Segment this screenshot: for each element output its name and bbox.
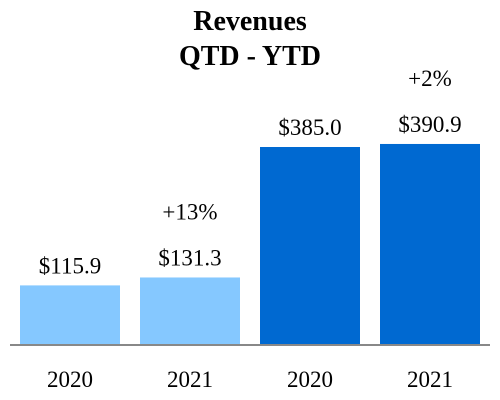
bars-group xyxy=(20,143,480,345)
data-label-4: $390.9 xyxy=(398,112,461,137)
x-tick-label-4: 2021 xyxy=(407,367,453,392)
data-label-3: $385.0 xyxy=(278,115,341,140)
x-tick-label-2: 2021 xyxy=(167,367,213,392)
change-label-4: +2% xyxy=(408,66,452,91)
chart-title-line-1: Revenues xyxy=(193,6,307,37)
bar-3 xyxy=(260,147,360,345)
labels-group: $115.9 2020 $131.3 +13% 2021 $385.0 2020 $390.9… xyxy=(39,66,462,392)
bar-2 xyxy=(140,277,240,345)
bar-1 xyxy=(20,285,120,345)
data-label-2: $131.3 xyxy=(158,245,221,270)
data-label-1: $115.9 xyxy=(39,253,101,278)
bar-4 xyxy=(380,143,480,345)
x-tick-label-1: 2020 xyxy=(47,367,93,392)
x-tick-label-3: 2020 xyxy=(287,367,333,392)
chart-title-line-2: QTD - YTD xyxy=(178,41,322,72)
change-label-2: +13% xyxy=(162,199,217,224)
